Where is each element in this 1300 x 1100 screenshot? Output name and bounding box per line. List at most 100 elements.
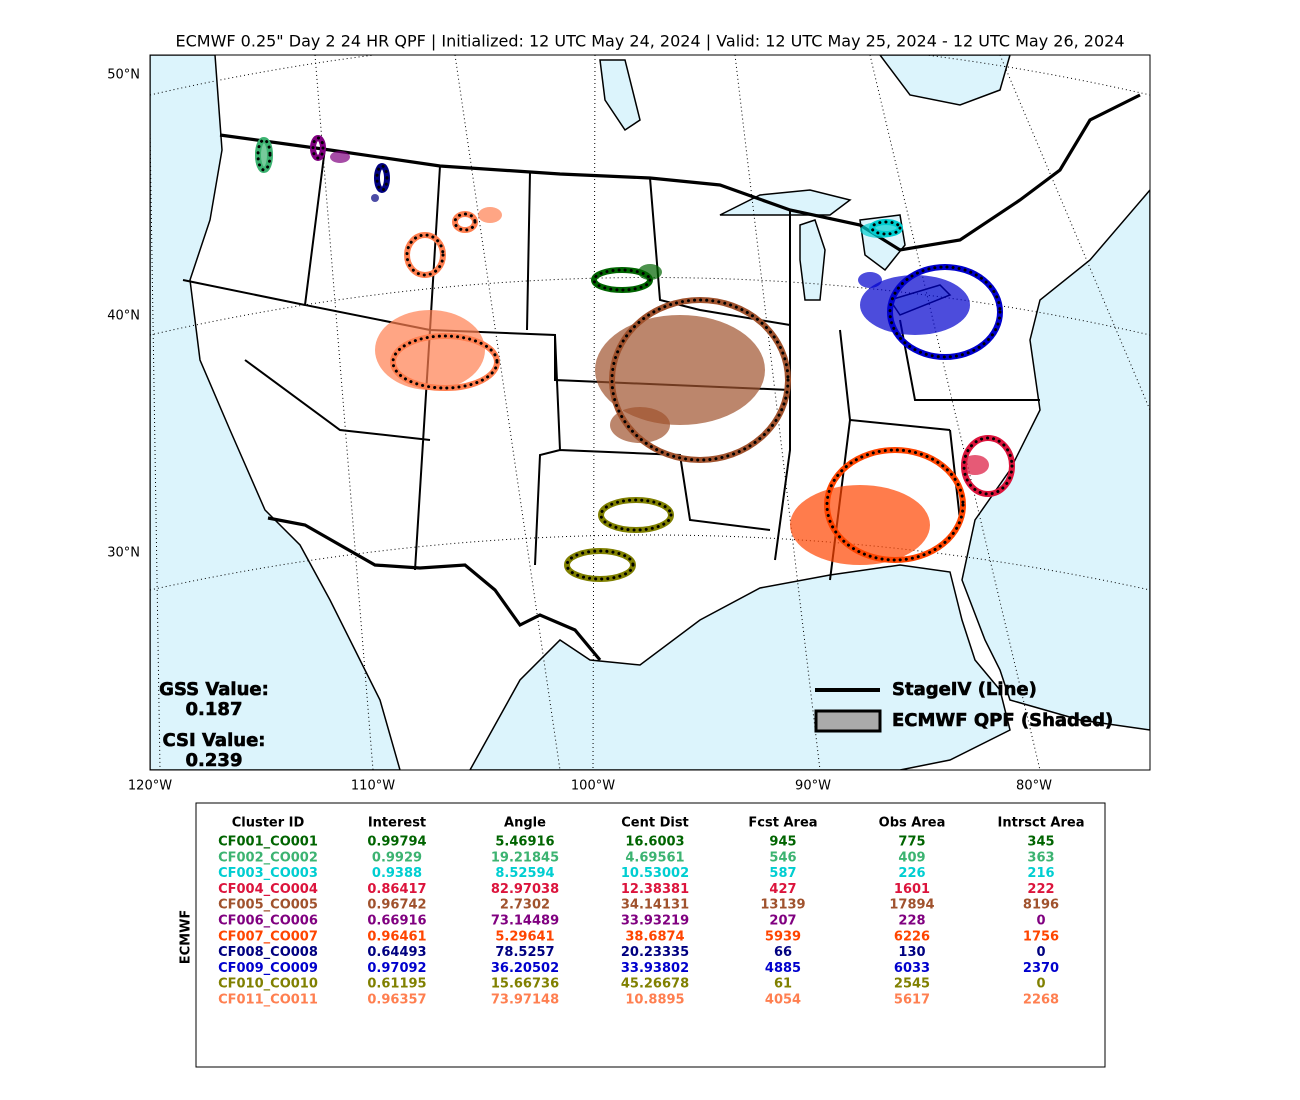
table-cell: 12.38381 bbox=[621, 882, 689, 897]
qpf-area bbox=[858, 272, 882, 288]
obs-outline-dots bbox=[610, 298, 790, 462]
lat-label: 50°N bbox=[107, 68, 140, 83]
table-cell: 45.26678 bbox=[621, 977, 689, 992]
obs-outline-dots bbox=[870, 220, 902, 236]
obs-outline-dots bbox=[592, 268, 652, 292]
column-header: Cluster ID bbox=[232, 816, 305, 831]
obs-outline-dots bbox=[405, 233, 445, 277]
table-cell: 61 bbox=[774, 977, 792, 992]
qpf-area bbox=[371, 194, 379, 202]
table-cell: 546 bbox=[769, 850, 796, 865]
table-cell: CF002_CO002 bbox=[218, 850, 318, 865]
obs-outline-dots bbox=[888, 265, 1002, 359]
table-cell: 38.6874 bbox=[625, 929, 684, 944]
table-cell: 4054 bbox=[765, 993, 801, 1008]
obs-outline-dots bbox=[453, 212, 477, 232]
table-cell: 0.9388 bbox=[372, 866, 422, 881]
obs-outline-dots bbox=[375, 164, 389, 192]
column-header: Cent Dist bbox=[621, 816, 689, 831]
table-cell: 5.46916 bbox=[495, 835, 554, 850]
table-frame bbox=[195, 802, 1106, 1068]
obs-outline-dots bbox=[311, 136, 325, 160]
table-cell: 0.96461 bbox=[367, 929, 426, 944]
table-cell: 345 bbox=[1027, 835, 1054, 850]
table-cell: 0 bbox=[1036, 945, 1045, 960]
lat-label: 30°N bbox=[107, 546, 140, 561]
pacific bbox=[150, 55, 401, 770]
column-header: Obs Area bbox=[879, 816, 946, 831]
title: ECMWF 0.25" Day 2 24 HR QPF | Initialize… bbox=[175, 32, 1124, 51]
table-cell: 4.69561 bbox=[625, 850, 684, 865]
table-cell: CF003_CO003 bbox=[218, 866, 318, 881]
obs-outline-dots bbox=[825, 448, 965, 562]
table-cell: 587 bbox=[769, 866, 796, 881]
table-cell: 775 bbox=[898, 835, 925, 850]
map-frame bbox=[149, 54, 1151, 771]
table-cell: 0.96742 bbox=[367, 898, 426, 913]
legend-label: ECMWF QPF (Shaded) bbox=[892, 710, 1113, 731]
scores: GSS Value: 0.187 CSI Value: 0.239 bbox=[159, 679, 269, 772]
table-cell: CF004_CO004 bbox=[218, 882, 318, 897]
table-cell: 228 bbox=[898, 914, 925, 929]
obs-outline-dots bbox=[962, 436, 1014, 496]
table-cell: 19.21845 bbox=[491, 850, 559, 865]
score-label: CSI Value: bbox=[163, 730, 266, 751]
lon-label: 100°W bbox=[571, 779, 615, 794]
table-cell: 2545 bbox=[894, 977, 930, 992]
us-mexico-border bbox=[267, 516, 602, 662]
qpf-area bbox=[595, 315, 765, 425]
table-cell: 216 bbox=[1027, 866, 1054, 881]
table-cell: 363 bbox=[1027, 850, 1054, 865]
table-cell: 0.61195 bbox=[367, 977, 426, 992]
table-cell: 16.6003 bbox=[625, 835, 684, 850]
table-cell: 2268 bbox=[1023, 993, 1059, 1008]
column-header: Interest bbox=[368, 816, 426, 831]
table-cell: 427 bbox=[769, 882, 796, 897]
table-cell: 5617 bbox=[894, 993, 930, 1008]
legend-box bbox=[814, 709, 882, 733]
table-side-label: ECMWF bbox=[179, 910, 194, 965]
table-cell: 10.53002 bbox=[621, 866, 689, 881]
table-cell: 82.97038 bbox=[491, 882, 559, 897]
lake-michigan bbox=[799, 219, 826, 301]
lat-label: 40°N bbox=[107, 309, 140, 324]
table-cell: 33.93802 bbox=[621, 961, 689, 976]
table-cell: 6033 bbox=[894, 961, 930, 976]
table-cell: CF005_CO005 bbox=[218, 898, 318, 913]
qpf-area bbox=[330, 151, 350, 163]
table-cell: CF010_CO010 bbox=[218, 977, 318, 992]
column-header: Fcst Area bbox=[748, 816, 817, 831]
obs-outline-dots bbox=[565, 549, 635, 581]
legend: StageIV (Line) ECMWF QPF (Shaded) bbox=[814, 679, 1114, 733]
table-cell: 1601 bbox=[894, 882, 930, 897]
table-cell: 66 bbox=[774, 945, 792, 960]
score-value: 0.187 bbox=[186, 699, 243, 720]
table-cell: 0 bbox=[1036, 914, 1045, 929]
table-cell: 33.93219 bbox=[621, 914, 689, 929]
table-cell: 73.97148 bbox=[491, 993, 559, 1008]
clusters bbox=[255, 135, 1015, 582]
score-value: 0.239 bbox=[186, 750, 243, 771]
table-cell: CF011_CO011 bbox=[218, 993, 318, 1008]
table-cell: 17894 bbox=[889, 898, 934, 913]
table-cell: 6226 bbox=[894, 929, 930, 944]
table-cell: CF006_CO006 bbox=[218, 914, 318, 929]
table-cell: 0.9929 bbox=[372, 850, 422, 865]
table-cell: 8196 bbox=[1023, 898, 1059, 913]
us-canada-border bbox=[219, 93, 1141, 252]
table-cell: 73.14489 bbox=[491, 914, 559, 929]
lon-label: 120°W bbox=[128, 779, 172, 794]
qpf-area bbox=[375, 310, 485, 390]
lake-winnipeg bbox=[599, 59, 641, 132]
score-label: GSS Value: bbox=[159, 679, 269, 700]
table-cell: 15.66736 bbox=[491, 977, 559, 992]
table-cell: 0.96357 bbox=[367, 993, 426, 1008]
table-cell: 8.52594 bbox=[495, 866, 554, 881]
table-cell: 222 bbox=[1027, 882, 1054, 897]
lake-superior bbox=[719, 189, 852, 216]
hudson bbox=[879, 55, 1011, 106]
table-cell: CF001_CO001 bbox=[218, 835, 318, 850]
table-cell: 13139 bbox=[760, 898, 805, 913]
table-cell: 5939 bbox=[765, 929, 801, 944]
table-cell: 1756 bbox=[1023, 929, 1059, 944]
